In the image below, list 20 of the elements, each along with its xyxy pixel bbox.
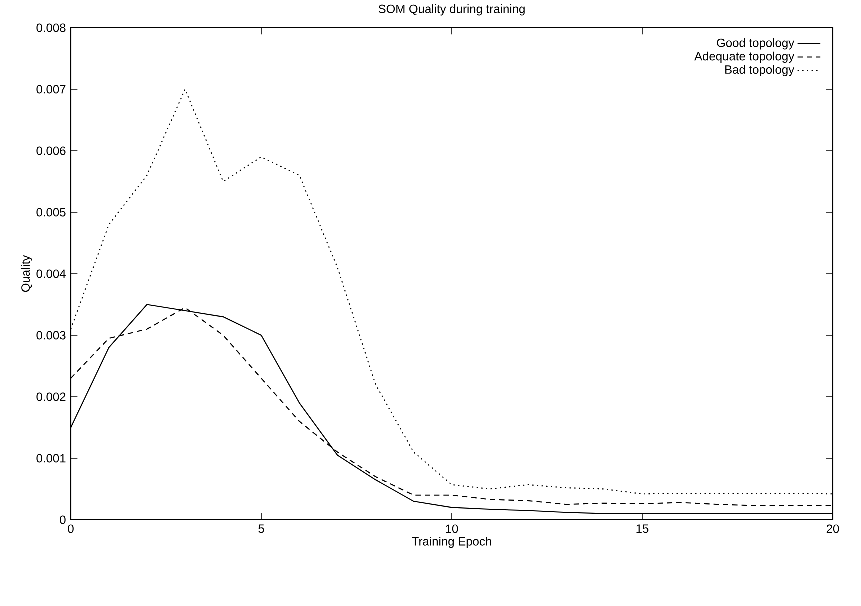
legend-label: Adequate topology [694, 52, 795, 64]
y-axis-title: Quality [21, 255, 32, 292]
y-tick-label: 0 [60, 516, 66, 524]
x-tick-label: 5 [258, 524, 264, 534]
y-tick-label: 0.007 [36, 85, 66, 94]
y-tick-label: 0.004 [36, 270, 66, 278]
x-axis-title: Training Epoch [412, 537, 492, 548]
x-tick-label: 20 [826, 524, 840, 534]
y-tick-label: 0.002 [36, 392, 66, 402]
y-tick-label: 0.001 [36, 454, 66, 463]
x-tick-label: 15 [636, 524, 649, 534]
y-tick-label: 0.003 [36, 331, 66, 340]
legend-label: Good topology [717, 38, 795, 50]
legend-label: Bad topology [726, 65, 795, 76]
x-tick-label: 0 [68, 524, 74, 534]
y-tick-label: 0.006 [36, 146, 66, 156]
chart-title: SOM Quality during training [378, 4, 525, 16]
y-tick-label: 0.008 [36, 24, 66, 32]
y-tick-label: 0.005 [36, 208, 66, 217]
x-tick-label: 10 [446, 524, 458, 534]
